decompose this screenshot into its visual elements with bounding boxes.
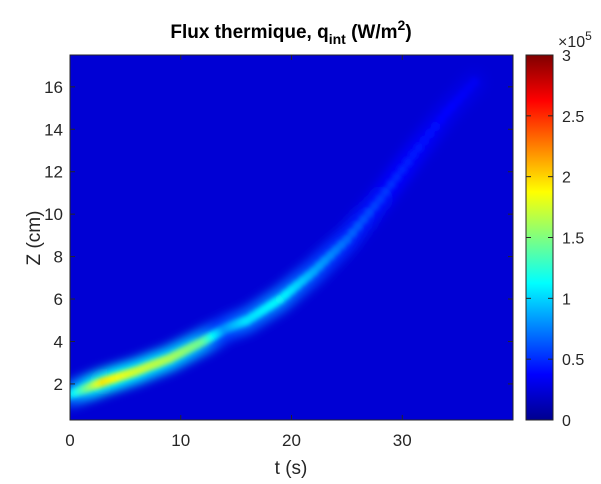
colorbar-multiplier-base: ×10: [558, 34, 585, 51]
title-main: Flux thermique, q: [170, 22, 328, 43]
colorbar-multiplier-exponent: 5: [585, 29, 592, 43]
y-axis-label: Z (cm): [24, 211, 45, 266]
ridge-core: [397, 164, 408, 175]
y-tick-label: 6: [54, 290, 63, 309]
colorbar-tick-label: 3: [562, 48, 571, 65]
y-tick-label: 8: [54, 248, 63, 267]
y-tick-label: 2: [54, 375, 63, 394]
ridge-core: [424, 128, 435, 139]
title-unit-end: ): [405, 22, 411, 43]
ridge-core: [352, 221, 363, 232]
y-tick-label: 4: [54, 332, 63, 351]
colorbar-tick-label: 0.5: [562, 352, 584, 369]
y-tick-label: 14: [44, 120, 63, 139]
ridge-core: [391, 172, 402, 182]
title-subscript: int: [329, 31, 346, 47]
x-tick-label: 30: [393, 431, 412, 450]
colorbar-tick-label: 1: [562, 291, 571, 308]
ridge-core: [380, 186, 391, 197]
ridge-core: [430, 121, 441, 132]
chart-title: Flux thermique, qint (W/m2): [170, 17, 411, 47]
ridge-core: [341, 234, 352, 245]
ridge-core: [358, 214, 369, 225]
ridge-core: [347, 227, 358, 238]
title-unit-start: (W/m: [346, 22, 398, 43]
heatmap-core-layer: [70, 77, 480, 400]
plot-area: [70, 55, 513, 420]
x-tick-label: 20: [282, 431, 301, 450]
colorbar-multiplier: ×105: [558, 29, 592, 51]
colorbar-tick-label: 1.5: [562, 231, 584, 248]
ridge-core: [402, 157, 413, 168]
x-tick-label: 0: [65, 431, 74, 450]
colorbar-tick-label: 2.5: [562, 109, 584, 126]
title-unit-superscript: 2: [398, 17, 406, 33]
ridge-core: [369, 201, 380, 211]
ridge-core: [364, 207, 374, 218]
x-axis: 0 10 20 30: [65, 55, 412, 450]
ridge-core: [375, 194, 386, 205]
colorbar-tick-label: 2: [562, 170, 571, 187]
ridge-core: [408, 149, 419, 160]
ridge-core: [469, 77, 480, 88]
ridge-core: [413, 142, 424, 153]
x-axis-label: t (s): [275, 458, 308, 479]
y-tick-label: 16: [44, 78, 63, 97]
y-tick-label: 12: [44, 163, 63, 182]
x-tick-label: 10: [171, 431, 190, 450]
ridge-core: [386, 179, 397, 190]
colorbar-tick-label: 0: [562, 413, 571, 430]
y-tick-label: 10: [44, 205, 63, 224]
y-axis: 2 4 6 8 10 12 14 16: [44, 78, 513, 394]
ridge-core: [436, 114, 446, 125]
colorbar-ticks: 0 0.5 1 1.5 2 2.5 3: [526, 48, 584, 430]
ridge-core: [419, 135, 430, 146]
